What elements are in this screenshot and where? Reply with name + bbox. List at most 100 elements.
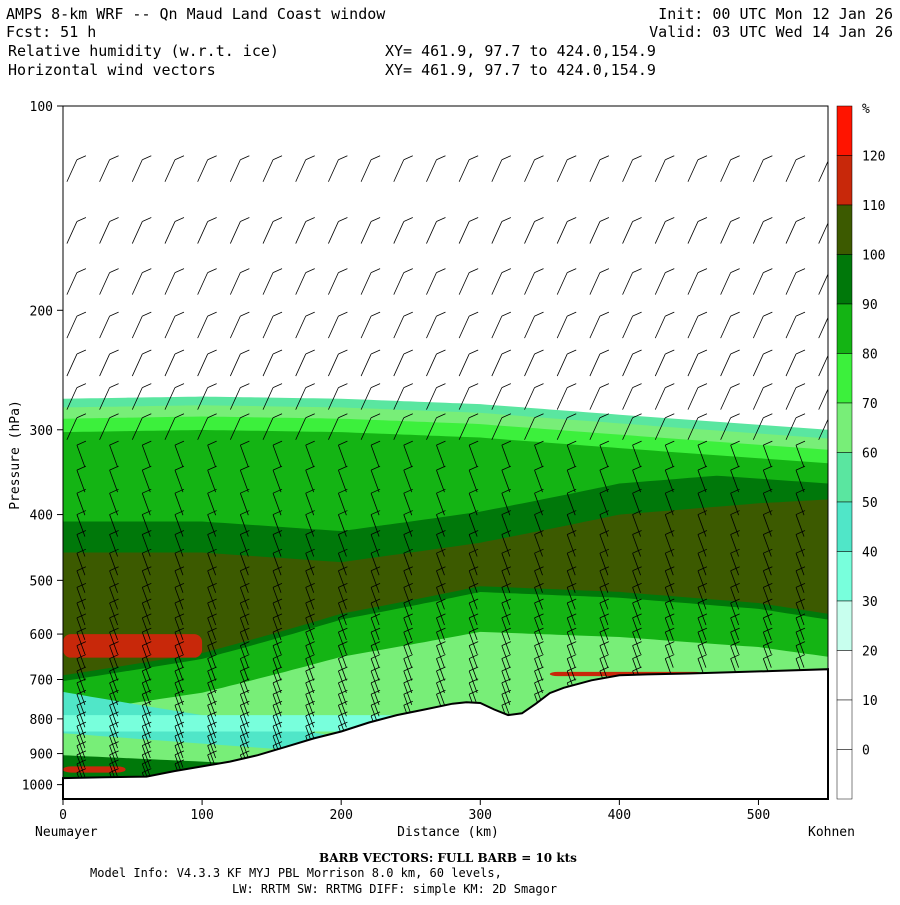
wind-barb: [295, 217, 315, 244]
wind-barb: [76, 440, 87, 468]
wind-barb: [109, 721, 119, 749]
wind-barb: [534, 510, 544, 537]
wind-barb: [239, 548, 250, 576]
wind-barb: [229, 155, 250, 182]
wind-barb: [131, 413, 152, 440]
wind-barb: [207, 678, 217, 705]
colorbar-unit: %: [862, 102, 870, 117]
wind-barb: [76, 700, 87, 728]
wind-barb: [360, 155, 381, 182]
wind-barb: [272, 566, 283, 593]
wind-barb: [436, 548, 446, 576]
colorbar-swatch: [836, 452, 853, 503]
wind-barb: [328, 349, 348, 377]
wind-barb: [664, 440, 675, 468]
wind-barb: [829, 511, 838, 537]
wind-barb: [556, 413, 577, 440]
wind-barb: [697, 510, 708, 537]
field-name-2: Horizontal wind vectors: [8, 61, 216, 79]
wind-barb: [403, 627, 413, 655]
wind-barb: [239, 731, 250, 759]
wind-barb: [393, 217, 413, 244]
wind-barb: [272, 666, 283, 694]
wind-barb: [697, 627, 708, 655]
wind-barb: [262, 349, 283, 377]
wind-barb: [393, 349, 413, 377]
colorbar-label: 100: [862, 249, 885, 264]
wind-barb: [197, 268, 217, 295]
wind-barb: [131, 155, 152, 182]
wind-barb: [524, 383, 544, 410]
wind-barb: [338, 566, 348, 593]
wind-barb: [141, 530, 152, 557]
wind-barb: [174, 627, 185, 655]
wind-barb: [109, 510, 119, 537]
wind-barb: [207, 440, 217, 468]
wind-barb: [338, 440, 348, 468]
wind-barb: [534, 566, 544, 593]
wind-barb: [566, 465, 577, 493]
wind-barb: [762, 440, 773, 468]
wind-barb: [632, 548, 642, 576]
wind-barb: [730, 510, 740, 537]
wind-barb: [141, 721, 152, 749]
wind-barb: [730, 465, 740, 493]
wind-barb: [109, 566, 119, 593]
wind-barb: [76, 582, 87, 610]
colorbar-label: 90: [862, 298, 878, 313]
wind-barb: [305, 510, 315, 537]
wind-barb: [164, 413, 185, 440]
wind-barb: [207, 566, 217, 593]
wind-barb: [99, 383, 119, 410]
x-axis-label: Distance (km): [397, 825, 499, 840]
wind-barb: [501, 510, 511, 537]
wind-barb: [566, 598, 577, 626]
wind-barb: [360, 349, 381, 377]
wind-barb: [599, 440, 610, 468]
wind-barb: [131, 349, 152, 377]
wind-barb: [426, 155, 446, 182]
wind-barb: [697, 613, 708, 641]
wind-barb: [370, 440, 381, 468]
colorbar-swatch: [836, 105, 853, 156]
rh-pocket-high: [63, 634, 203, 658]
wind-barb: [66, 217, 87, 244]
wind-barb: [272, 711, 283, 739]
wind-barb: [174, 741, 185, 768]
colorbar-swatch: [836, 155, 853, 206]
x-tick-label: 200: [329, 808, 352, 823]
wind-barb: [370, 613, 381, 641]
wind-barb: [818, 222, 828, 244]
wind-barb: [829, 489, 838, 515]
wind-barb: [785, 268, 806, 295]
wind-barb: [141, 598, 152, 626]
wind-barb: [109, 741, 119, 768]
y-tick-label: 400: [30, 509, 53, 524]
wind-barb: [272, 440, 283, 468]
wind-barb: [795, 530, 806, 557]
wind-barb: [501, 598, 511, 626]
wind-barb: [164, 217, 185, 244]
wind-barb: [174, 731, 185, 759]
y-tick-label: 200: [30, 304, 53, 319]
wind-barb: [99, 268, 119, 295]
wind-barb: [795, 510, 806, 537]
wind-barb: [403, 566, 413, 593]
wind-barb: [795, 566, 806, 593]
x-tick-label: 0: [59, 808, 67, 823]
wind-barb: [664, 530, 675, 557]
wind-barb: [566, 440, 577, 468]
wind-barb: [524, 217, 544, 244]
wind-barb: [239, 530, 250, 557]
wind-barb: [436, 440, 446, 468]
wind-barb: [328, 311, 348, 339]
y-tick-label: 900: [30, 748, 53, 763]
wind-barb: [599, 530, 610, 557]
wind-barb: [99, 155, 119, 182]
wind-barb: [556, 311, 577, 339]
wind-barb: [360, 268, 381, 295]
wind-barb: [664, 465, 675, 493]
wind-barb: [207, 598, 217, 626]
wind-barb: [534, 465, 544, 493]
